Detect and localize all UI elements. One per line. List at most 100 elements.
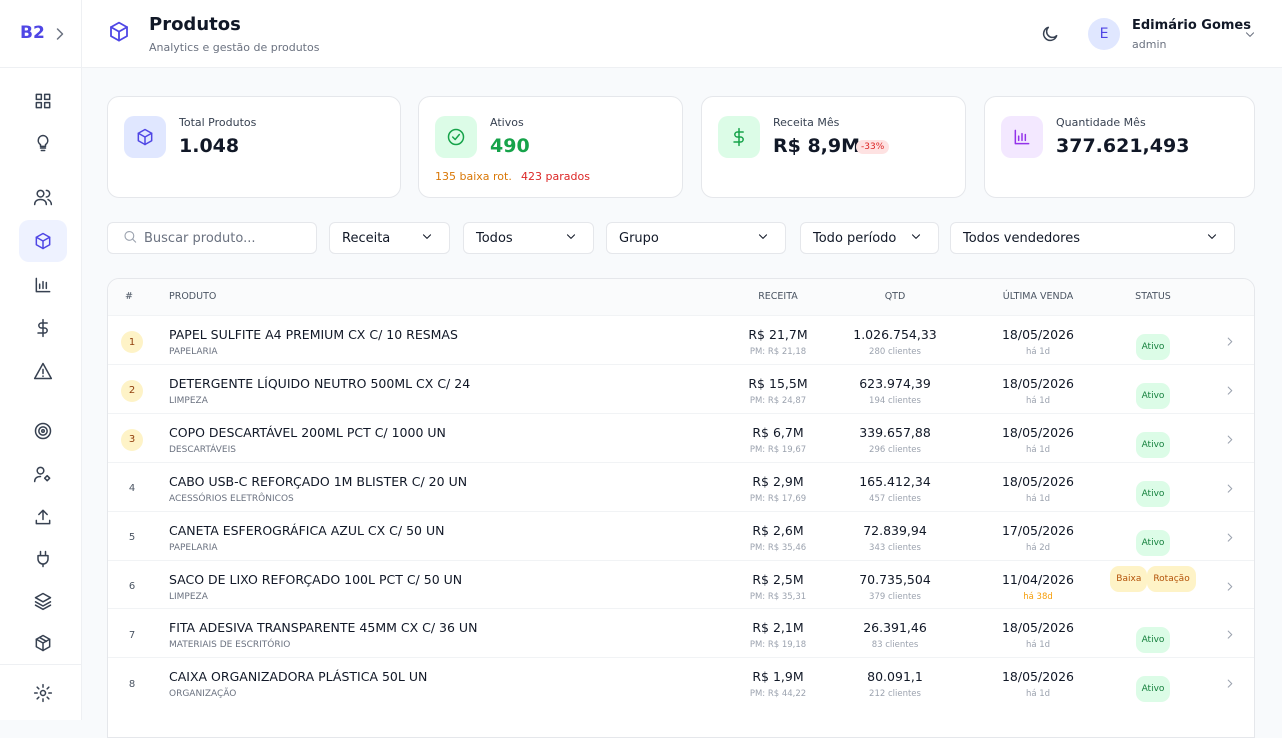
cell-main: 339.657,88 bbox=[859, 424, 931, 440]
filter-value: Todos vendedores bbox=[963, 230, 1081, 246]
header: Produtos Analytics e gestão de produtos E E… bbox=[82, 0, 1282, 68]
user-name: Edimário Gomes bbox=[1132, 18, 1251, 33]
cell-sub: há 1d bbox=[1025, 640, 1051, 651]
divider bbox=[0, 664, 82, 665]
nav-icon[interactable] bbox=[33, 633, 53, 657]
rank: 5 bbox=[128, 532, 136, 544]
table-row[interactable]: 3 COPO DESCARTÁVEL 200ML PCT C/ 1000 UN DE… bbox=[108, 412, 1254, 462]
nav-icon[interactable] bbox=[33, 133, 53, 157]
nav-icon[interactable] bbox=[33, 318, 53, 342]
cell-main: R$ 2,1M bbox=[752, 620, 804, 636]
product-name: CAIXA ORGANIZADORA PLÁSTICA 50L UN bbox=[169, 669, 428, 685]
table-row[interactable]: 8 CAIXA ORGANIZADORA PLÁSTICA 50L UN ORGAN… bbox=[108, 657, 1254, 706]
cell-sub: PM: R$ 19,67 bbox=[749, 444, 807, 455]
cell-main: 26.391,46 bbox=[863, 620, 927, 636]
theme-toggle[interactable] bbox=[1040, 24, 1060, 48]
table-row[interactable]: 5 CANETA ESFEROGRÁFICA AZUL CX C/ 50 UN PA… bbox=[108, 510, 1254, 560]
cell-main: 17/05/2026 bbox=[1001, 522, 1075, 538]
rank: 7 bbox=[128, 629, 136, 641]
cell-main: 18/05/2026 bbox=[1001, 375, 1075, 391]
cell-sub: PM: R$ 35,31 bbox=[749, 591, 807, 602]
nav-icon[interactable] bbox=[33, 549, 53, 573]
page-icon bbox=[107, 20, 131, 49]
sidebar: B2 bbox=[0, 0, 82, 720]
row-chevron bbox=[1223, 628, 1237, 645]
table-row[interactable]: 2 DETERGENTE LÍQUIDO NEUTRO 500ML CX C/ 2… bbox=[108, 363, 1254, 413]
filter-value: Receita bbox=[342, 230, 391, 246]
user-role: admin bbox=[1132, 38, 1167, 51]
table-row[interactable]: 4 CABO USB-C REFORÇADO 1M BLISTER C/ 20 U… bbox=[108, 461, 1254, 511]
page-subtitle: Analytics e gestão de produtos bbox=[149, 41, 320, 54]
cell-sub: há 38d bbox=[1023, 591, 1053, 602]
main: Total Produtos 1.048 Ativos 490 135 baixa ro… bbox=[82, 68, 1282, 738]
nav-icon[interactable] bbox=[33, 275, 53, 299]
cell-main: 1.026.754,33 bbox=[853, 327, 937, 342]
stat-icon bbox=[718, 116, 760, 158]
table-row[interactable]: 1 PAPEL SULFITE A4 PREMIUM CX C/ 10 RESMA… bbox=[108, 315, 1254, 364]
row-chevron bbox=[1223, 432, 1237, 449]
cell-main: 11/04/2026 bbox=[1001, 571, 1075, 587]
chevron bbox=[564, 230, 578, 247]
cell-main: 70.735,504 bbox=[859, 571, 931, 587]
stat-badge: -33% bbox=[856, 140, 890, 154]
filter-select[interactable]: Todos vendedores bbox=[950, 222, 1235, 254]
stat-value: 490 bbox=[490, 135, 530, 157]
cell-main: R$ 6,7M bbox=[752, 424, 804, 440]
product-group: MATERIAIS DE ESCRITÓRIO bbox=[169, 640, 291, 651]
nav-icon[interactable] bbox=[33, 683, 53, 707]
status: Baixa Rotação bbox=[1098, 565, 1208, 592]
avatar: E bbox=[1088, 18, 1120, 50]
stat-label: Total Produtos bbox=[179, 116, 257, 129]
rank: 8 bbox=[128, 678, 136, 690]
status-pill: Ativo bbox=[1135, 382, 1171, 409]
nav-icon[interactable] bbox=[33, 187, 53, 211]
nav-icon[interactable] bbox=[33, 231, 53, 255]
table-row[interactable]: 6 SACO DE LIXO REFORÇADO 100L PCT C/ 50 U… bbox=[108, 559, 1254, 609]
chevron bbox=[420, 230, 434, 247]
status-pill: Ativo bbox=[1135, 431, 1171, 458]
search-input[interactable]: Buscar produto... bbox=[107, 222, 317, 254]
product-group: LIMPEZA bbox=[169, 395, 208, 406]
chevron bbox=[1205, 230, 1219, 247]
user-menu[interactable] bbox=[1243, 28, 1257, 45]
filter-select[interactable]: Todos bbox=[463, 222, 594, 254]
cell-main: R$ 2,9M bbox=[752, 473, 804, 489]
nav-icon[interactable] bbox=[33, 507, 53, 531]
nav-icon[interactable] bbox=[33, 464, 53, 488]
filter-select[interactable]: Todo período bbox=[800, 222, 939, 254]
filter-select[interactable]: Receita bbox=[329, 222, 450, 254]
product-group: LIMPEZA bbox=[169, 591, 208, 602]
status-pill: Baixa bbox=[1110, 565, 1148, 592]
status: Ativo bbox=[1098, 431, 1208, 458]
rank: 1 bbox=[121, 331, 143, 353]
cell-main: 18/05/2026 bbox=[1001, 669, 1075, 685]
nav-icon[interactable] bbox=[33, 361, 53, 385]
cell-main: 18/05/2026 bbox=[1001, 327, 1075, 342]
filter-value: Todo período bbox=[813, 230, 897, 246]
filter-select[interactable]: Grupo bbox=[606, 222, 786, 254]
rank: 4 bbox=[128, 483, 136, 495]
cell-main: 18/05/2026 bbox=[1001, 620, 1075, 636]
cell-sub: há 1d bbox=[1025, 347, 1051, 357]
stat-note: 423 parados bbox=[521, 170, 590, 183]
status: Ativo bbox=[1098, 626, 1208, 654]
cell-sub: 457 clientes bbox=[869, 493, 921, 504]
status-pill: Ativo bbox=[1135, 627, 1171, 654]
stat-label: Receita Mês bbox=[773, 116, 840, 129]
nav-icon[interactable] bbox=[33, 591, 53, 615]
cell-sub: 212 clientes bbox=[869, 689, 921, 700]
table-row[interactable]: 7 FITA ADESIVA TRANSPARENTE 45MM CX C/ 36… bbox=[108, 608, 1254, 657]
cell-main: 18/05/2026 bbox=[1001, 473, 1075, 489]
nav-icon[interactable] bbox=[33, 421, 53, 445]
filter-value: Grupo bbox=[619, 230, 659, 246]
cell-sub: há 1d bbox=[1025, 395, 1051, 406]
stat-icon bbox=[435, 116, 477, 158]
nav-icon[interactable] bbox=[33, 91, 53, 115]
product-group: PAPELARIA bbox=[169, 347, 218, 357]
stat-card: Total Produtos 1.048 bbox=[107, 96, 401, 198]
rank: 3 bbox=[121, 428, 143, 451]
brand: B2 bbox=[20, 23, 45, 43]
search-icon bbox=[123, 229, 138, 247]
stat-card: Quantidade Mês 377.621,493 bbox=[984, 96, 1255, 198]
column-header: ÚLTIMA VENDA bbox=[1002, 291, 1074, 302]
